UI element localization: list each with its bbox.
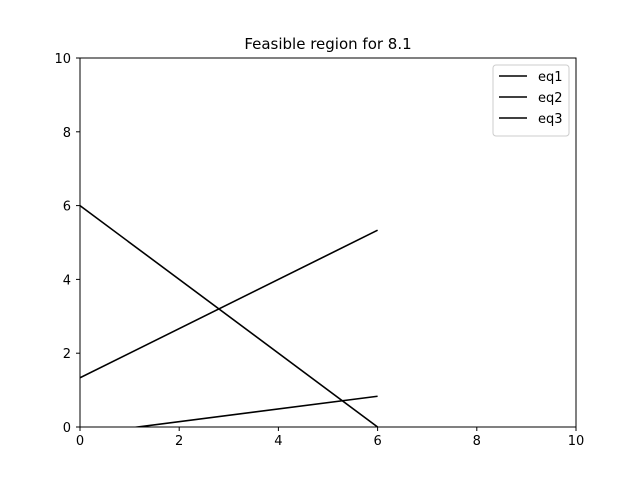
series-line-eq2 <box>80 229 378 379</box>
chart-title: Feasible region for 8.1 <box>244 35 411 53</box>
series-layer <box>80 204 379 427</box>
y-tick-label: 8 <box>63 126 71 141</box>
x-tick-label: 2 <box>175 434 183 449</box>
x-tick-label: 6 <box>373 434 381 449</box>
y-tick-label: 6 <box>63 200 71 215</box>
plot-frame <box>79 57 577 428</box>
y-tick-label: 10 <box>54 52 71 67</box>
tick-layer: 0 2 4 6 8 10 0 2 4 6 8 10 <box>54 52 584 449</box>
x-tick-label: 0 <box>76 434 84 449</box>
legend-label-eq2: eq2 <box>538 91 563 106</box>
y-tick-label: 4 <box>63 273 71 288</box>
series-line-eq1 <box>80 204 379 427</box>
y-tick-label: 0 <box>63 421 71 436</box>
legend: eq1 eq2 eq3 <box>492 64 570 137</box>
series-line-eq3 <box>131 395 378 427</box>
x-tick-label: 8 <box>473 434 481 449</box>
y-tick-label: 2 <box>63 347 71 362</box>
legend-label-eq3: eq3 <box>538 112 563 127</box>
x-tick-label: 10 <box>568 434 585 449</box>
legend-label-eq1: eq1 <box>538 70 563 85</box>
x-tick-label: 4 <box>274 434 282 449</box>
